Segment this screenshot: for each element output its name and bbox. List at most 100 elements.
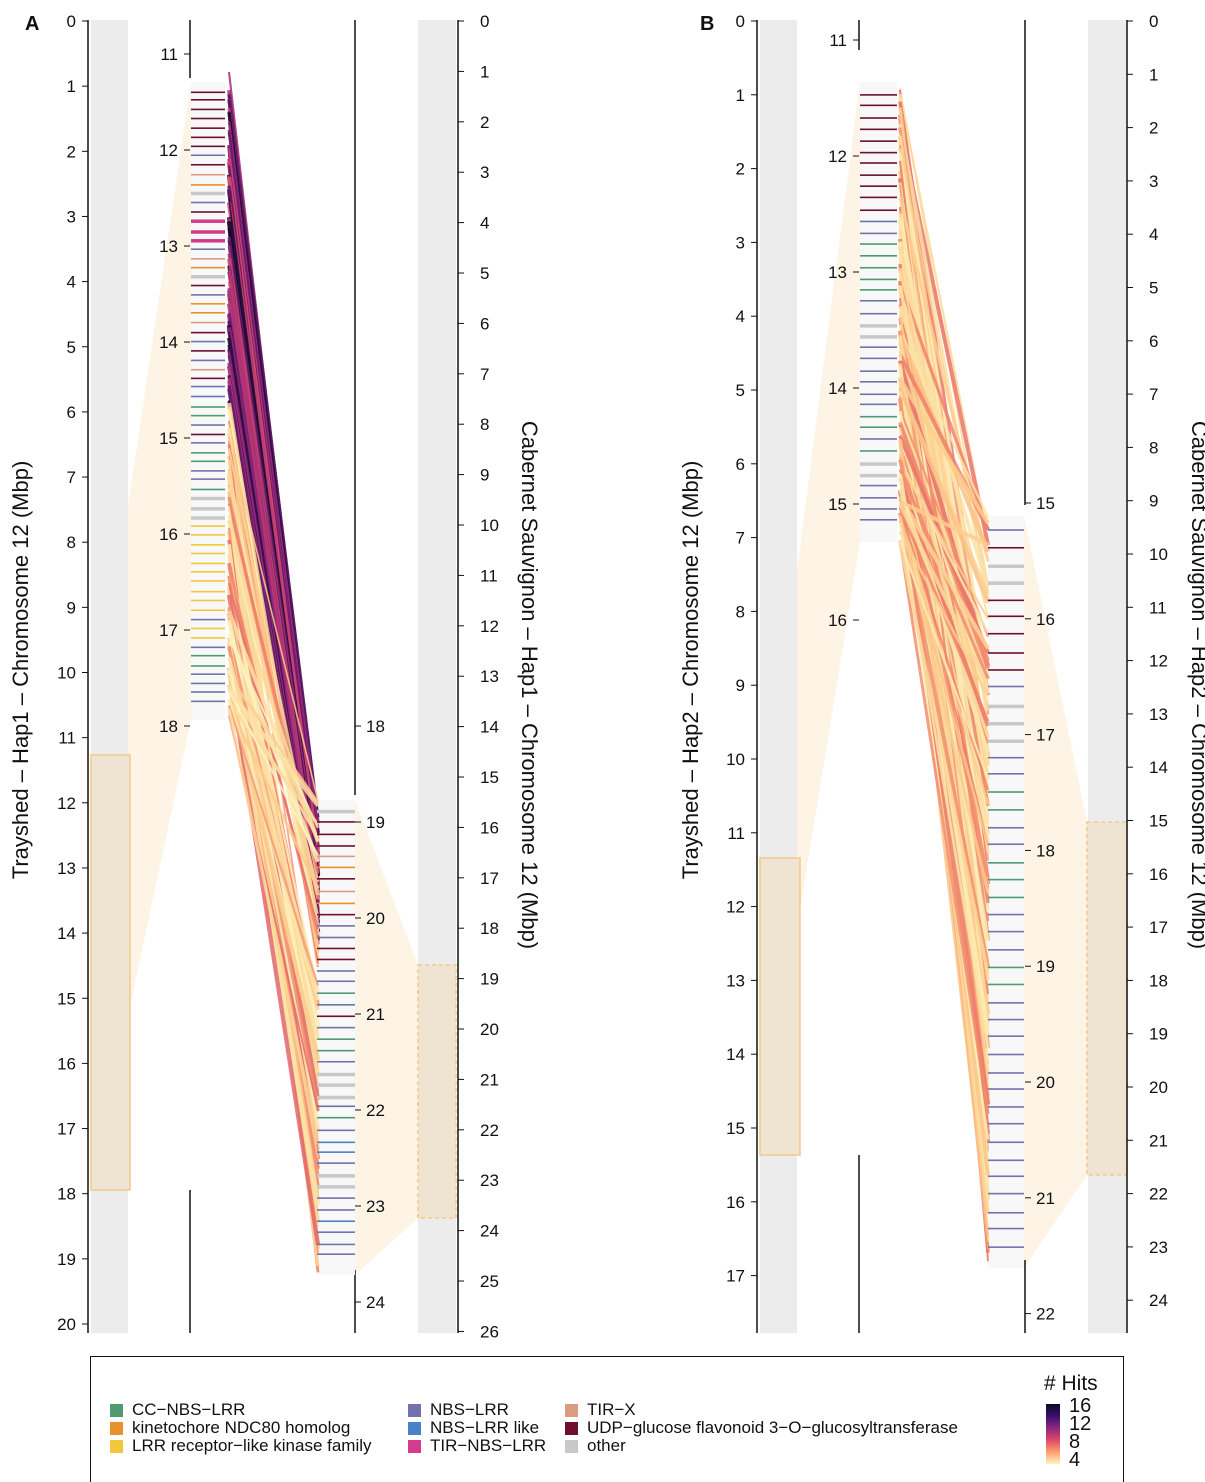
gene-mark (191, 599, 225, 602)
zoom-axis-tick-label: 16 (159, 525, 178, 544)
gene-mark (988, 599, 1024, 602)
gene-mark (191, 368, 225, 371)
gene-mark (988, 1106, 1024, 1108)
synteny-ribbon (898, 531, 990, 697)
gene-mark (317, 890, 355, 893)
right-axis-tick-label: 5 (480, 264, 489, 283)
legend-label: NBS−LRR like (430, 1418, 540, 1437)
right-axis-tick-label: 6 (1149, 332, 1158, 351)
left-axis-tick-label: 9 (736, 676, 745, 695)
left-axis-tick-label: 5 (736, 381, 745, 400)
gene-mark (317, 1095, 355, 1100)
gene-mark (860, 393, 897, 396)
hits-colorbar (1046, 1404, 1060, 1464)
gene-mark (191, 108, 225, 111)
gene-mark (988, 1002, 1024, 1004)
right-axis-tick-label: 19 (480, 970, 499, 989)
gene-mark (317, 833, 355, 836)
gene-mark (191, 98, 225, 101)
left-axis-tick-label: 17 (726, 1267, 745, 1286)
gene-mark (191, 136, 225, 139)
gene-marks (317, 809, 355, 1255)
gene-mark (860, 162, 897, 164)
right-axis-tick-label: 8 (480, 415, 489, 434)
right-axis-tick-label: 10 (1149, 545, 1168, 564)
legend-label: UDP−glucose flavonoid 3−O−glucosyltransf… (587, 1418, 958, 1437)
gene-mark (860, 450, 897, 452)
gene-mark (191, 211, 225, 213)
gene-mark (191, 673, 225, 675)
gene-mark (988, 1018, 1024, 1021)
legend-label: CC−NBS−LRR (132, 1400, 246, 1419)
gene-mark (988, 564, 1024, 569)
gene-mark (988, 529, 1024, 531)
zoom-axis-tick-label: 14 (828, 379, 847, 398)
gene-mark (317, 1220, 355, 1223)
gene-mark (860, 370, 897, 372)
left-axis-tick-label: 6 (67, 403, 76, 422)
gene-mark (191, 274, 225, 279)
gene-mark (191, 646, 225, 649)
gene-mark (860, 335, 897, 339)
gene-mark (317, 1116, 355, 1119)
gene-mark (988, 756, 1024, 759)
gene-mark (988, 1211, 1024, 1214)
gene-mark (317, 1049, 355, 1052)
right-axis-tick-label: 20 (1149, 1078, 1168, 1097)
gene-mark (191, 691, 225, 693)
gene-marks (191, 91, 225, 703)
gene-mark (988, 930, 1024, 933)
zoom-axis-tick-label: 21 (366, 1005, 385, 1024)
synteny-ribbon (898, 387, 990, 604)
gene-mark (191, 424, 225, 426)
gene-mark (317, 947, 355, 950)
gene-mark (191, 230, 225, 234)
gene-mark (860, 426, 897, 429)
synteny-ribbon (898, 152, 990, 676)
right-axis-tick-label: 13 (1149, 705, 1168, 724)
left-axis-tick-label: 8 (736, 602, 745, 621)
synteny-ribbon (228, 636, 319, 829)
gene-mark (988, 1159, 1024, 1162)
zoom-axis-tick-label: 19 (366, 813, 385, 832)
left-axis-tick-label: 0 (67, 12, 76, 31)
gene-mark (191, 433, 225, 436)
left-axis-tick-label: 8 (67, 533, 76, 552)
gene-mark (860, 508, 897, 510)
gene-mark (860, 209, 897, 212)
gene-mark (191, 117, 225, 120)
synteny-ribbon (898, 540, 990, 1115)
gene-mark (860, 346, 897, 348)
gene-mark (860, 278, 897, 281)
left-axis-tick-label: 10 (57, 664, 76, 683)
gene-mark (860, 381, 897, 383)
gene-mark (317, 1004, 355, 1006)
gene-mark (988, 862, 1024, 864)
zoom-axis-tick-label: 23 (366, 1197, 385, 1216)
gene-mark (988, 809, 1024, 811)
right-axis-tick-label: 2 (1149, 119, 1158, 138)
left-axis-tick-label: 5 (67, 338, 76, 357)
gene-mark (191, 470, 225, 472)
gene-mark (191, 266, 225, 269)
right-axis-tick-label: 22 (1149, 1185, 1168, 1204)
gene-mark (317, 1015, 355, 1018)
gene-mark (860, 299, 897, 302)
gene-mark (860, 185, 897, 187)
gene-mark (191, 516, 225, 520)
gene-mark (191, 534, 225, 536)
synteny-ribbon (227, 675, 320, 804)
gene-mark (988, 791, 1024, 793)
zoom-axis-tick-label: 12 (828, 147, 847, 166)
gene-mark (317, 1243, 355, 1246)
gene-mark (191, 303, 225, 305)
gene-mark (191, 562, 225, 565)
gene-mark (860, 232, 897, 235)
synteny-ribbon (898, 512, 990, 968)
gene-mark (191, 590, 225, 593)
gene-mark (191, 359, 225, 362)
synteny-ribbon (898, 329, 990, 518)
gene-mark (988, 913, 1024, 916)
gene-mark (860, 94, 897, 96)
legend: CC−NBS−LRR kinetochore NDC80 homolog LRR… (90, 1356, 1124, 1482)
